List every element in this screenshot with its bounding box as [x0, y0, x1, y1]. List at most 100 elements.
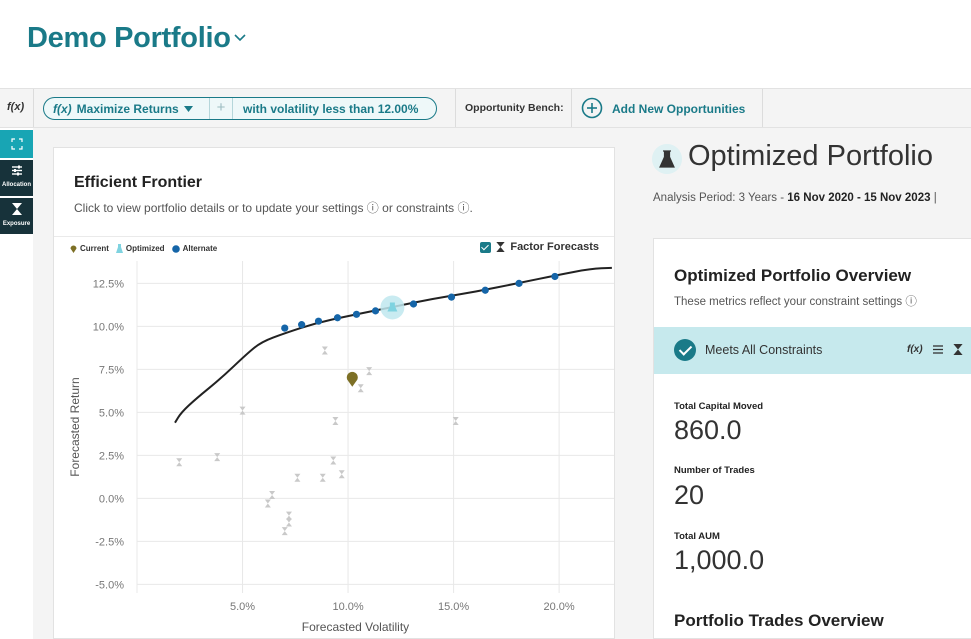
card-subtitle[interactable]: Click to view portfolio details or to up… [74, 201, 473, 215]
y-tick-label: -5.0% [95, 579, 124, 591]
x-tick-label: 15.0% [438, 601, 469, 613]
add-constraint-button[interactable]: + [209, 98, 233, 119]
overview-title: Optimized Portfolio Overview [674, 266, 912, 285]
sidebar: Allocation Exposure [0, 128, 33, 639]
y-tick-label: 10.0% [93, 321, 124, 333]
overview-card: Optimized Portfolio Overview These metri… [653, 238, 971, 639]
x-tick-label: 5.0% [230, 601, 255, 613]
fx-label: f(x) [7, 101, 25, 113]
legend-optimized: Optimized [125, 244, 165, 253]
map-pin-icon [70, 245, 77, 253]
caret-down-icon [183, 105, 193, 112]
objective-pill[interactable]: f(x) Maximize Returns + with volatility … [43, 97, 437, 120]
sidebar-item-allocation[interactable]: Allocation [0, 160, 33, 196]
x-tick-label: 10.0% [332, 601, 363, 613]
factor-forecast-point [285, 511, 292, 520]
page-header: Demo Portfolio [0, 0, 971, 88]
flask-icon [115, 244, 123, 253]
factor-forecast-point [321, 346, 328, 355]
factor-forecast-point [264, 499, 271, 508]
factor-forecasts-checkbox[interactable] [480, 241, 492, 253]
chart-legend-bar: Current Optimized Alternate Factor Forec… [54, 236, 614, 260]
factor-forecast-point [176, 458, 183, 467]
legend-current: Current [80, 244, 109, 253]
alternate-point [333, 314, 342, 322]
factor-forecast-point [330, 456, 337, 465]
factor-forecast-point [338, 470, 345, 479]
optimized-title: Optimized Portfolio [688, 140, 933, 172]
factor-forecasts-label: Factor Forecasts [510, 241, 599, 253]
sidebar-item-label: Exposure [2, 221, 31, 227]
analysis-prefix: Analysis Period: [653, 192, 736, 204]
fx-icon: f(x) [53, 101, 72, 116]
trades-overview-title: Portfolio Trades Overview [674, 611, 884, 630]
constraint-label[interactable]: with volatility less than 12.00% [243, 101, 419, 116]
overview-subtitle[interactable]: These metrics reflect your constraint se… [674, 296, 917, 308]
factor-forecast-point [319, 473, 326, 482]
factor-forecast-point [366, 367, 373, 376]
y-tick-label: 7.5% [99, 364, 124, 376]
y-tick-label: 2.5% [99, 450, 124, 462]
hourglass-icon [952, 344, 963, 355]
metric-label: Total AUM [674, 531, 720, 542]
sidebar-item-exposure[interactable]: Exposure [0, 198, 33, 234]
factor-forecast-point [332, 416, 339, 425]
analysis-years: 3 Years - [738, 192, 785, 204]
add-circle-icon[interactable] [581, 97, 603, 119]
divider [455, 89, 456, 127]
factor-forecast-point [452, 416, 459, 425]
metric-label: Total Capital Moved [674, 401, 764, 412]
metric-value: 1,000.0 [674, 545, 765, 575]
opportunity-bench-label: Opportunity Bench: [465, 102, 564, 114]
frontier-line [174, 266, 612, 424]
sliders-icon [11, 165, 22, 176]
y-tick-label: 12.5% [93, 278, 124, 290]
objective-selector[interactable]: f(x) Maximize Returns [44, 102, 209, 116]
y-tick-label: -2.5% [95, 536, 124, 548]
divider [33, 89, 34, 127]
add-opportunities-button[interactable]: Add New Opportunities [612, 102, 746, 116]
page-title[interactable]: Demo Portfolio [27, 22, 231, 54]
analysis-sep: | [933, 192, 937, 204]
alternate-point [409, 300, 418, 308]
divider [571, 89, 572, 127]
expand-icon [10, 138, 23, 150]
alternate-point [481, 286, 489, 294]
metric-value: 20 [674, 480, 705, 510]
x-tick-label: 20.0% [544, 601, 575, 613]
alternate-point [281, 324, 289, 332]
optimized-point [387, 302, 398, 312]
constraints-label: Meets All Constraints [705, 343, 823, 357]
factor-forecast-point [239, 406, 246, 415]
alternate-point [515, 279, 523, 287]
legend-alternate: Alternate [182, 244, 218, 253]
chevron-down-icon[interactable] [231, 31, 249, 45]
flask-icon [652, 144, 682, 174]
metric-label: Number of Trades [674, 465, 755, 476]
factor-forecast-point [285, 518, 292, 527]
alternate-point [551, 272, 559, 281]
analysis-period: Analysis Period: 3 Years - 16 Nov 2020 -… [653, 192, 971, 204]
alternate-point [447, 293, 456, 301]
hourglass-icon [11, 203, 22, 215]
factor-forecast-point [281, 527, 288, 536]
y-tick-label: 5.0% [99, 407, 124, 419]
alternate-point [314, 317, 323, 325]
factor-forecast-point [357, 384, 364, 393]
x-axis-label: Forecasted Volatility [302, 620, 409, 634]
metric-value: 860.0 [674, 415, 742, 445]
efficient-frontier-chart[interactable]: 12.5% 10.0% 7.5% 5.0% 2.5% 0.0% -2.5% -5.0% 5.0%… [54, 261, 614, 639]
analysis-range: 16 Nov 2020 - 15 Nov 2023 [787, 192, 931, 204]
alternate-point [352, 310, 361, 318]
factor-forecast-point [214, 453, 221, 462]
factor-forecasts-toggle[interactable]: Factor Forecasts [480, 241, 599, 253]
card-title: Efficient Frontier [74, 174, 203, 191]
divider [762, 89, 763, 127]
toolbar: f(x) f(x) Maximize Returns + with volati… [0, 88, 971, 128]
constraints-status[interactable]: Meets All Constraints f(x) [654, 327, 971, 374]
sidebar-item-label: Allocation [1, 182, 31, 188]
sidebar-item-expand[interactable] [0, 130, 33, 158]
objective-label: Maximize Returns [76, 101, 179, 116]
y-axis-label: Forecasted Return [68, 377, 82, 476]
current-point [346, 371, 358, 387]
